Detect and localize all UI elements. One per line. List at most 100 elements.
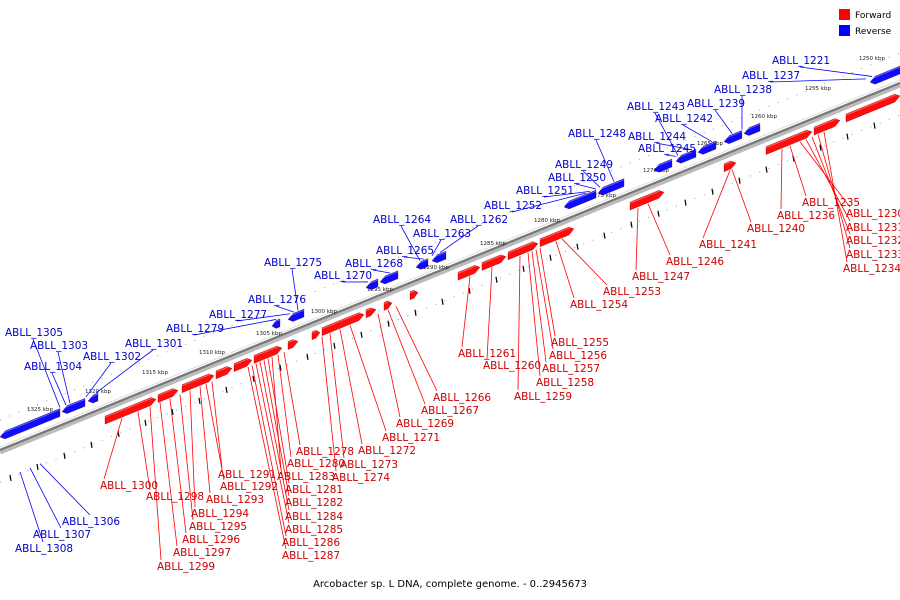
forward-gene-label[interactable]: ABLL_1269 (396, 418, 454, 430)
forward-gene-label[interactable]: ABLL_1257 (542, 363, 600, 375)
reverse-gene-label[interactable]: ABLL_1250 (548, 172, 606, 184)
forward-gene-label[interactable]: ABLL_1293 (206, 494, 264, 506)
forward-gene-label[interactable]: ABLL_1232 (846, 235, 900, 247)
reverse-gene-label[interactable]: ABLL_1238 (714, 84, 772, 96)
forward-gene-label[interactable]: ABLL_1295 (189, 521, 247, 533)
forward-gene-label[interactable]: ABLL_1234 (843, 263, 900, 275)
forward-gene-label[interactable]: ABLL_1298 (146, 491, 204, 503)
reverse-gene-label[interactable]: ABLL_1279 (166, 323, 224, 335)
forward-gene-label[interactable]: ABLL_1287 (282, 550, 340, 562)
reverse-gene-label[interactable]: ABLL_1303 (30, 340, 88, 352)
reverse-gene-label[interactable]: ABLL_1262 (450, 214, 508, 226)
forward-gene-label[interactable]: ABLL_1258 (536, 377, 594, 389)
reverse-gene-label[interactable]: ABLL_1270 (314, 270, 372, 282)
scale-tick-label: 1255 kbp (805, 86, 831, 92)
forward-gene-label[interactable]: ABLL_1272 (358, 445, 416, 457)
minor-tick (9, 474, 12, 482)
reverse-gene-label[interactable]: ABLL_1248 (568, 128, 626, 140)
forward-gene-label[interactable]: ABLL_1230 (846, 208, 900, 220)
reverse-gene-label[interactable]: ABLL_1304 (24, 361, 82, 373)
forward-gene-label[interactable]: ABLL_1261 (458, 348, 516, 360)
minor-tick (549, 254, 552, 261)
minor-tick (630, 221, 633, 228)
forward-gene-label[interactable]: ABLL_1241 (699, 239, 757, 251)
reverse-gene (743, 122, 761, 136)
reverse-gene-label[interactable]: ABLL_1275 (264, 257, 322, 269)
forward-leader-line (805, 139, 851, 222)
forward-gene-label[interactable]: ABLL_1292 (220, 481, 278, 493)
forward-gene-label[interactable]: ABLL_1285 (285, 524, 343, 536)
forward-gene-label[interactable]: ABLL_1253 (603, 286, 661, 298)
forward-gene-label[interactable]: ABLL_1284 (285, 511, 343, 523)
reverse-gene-label[interactable]: ABLL_1268 (345, 258, 403, 270)
reverse-gene-label[interactable]: ABLL_1277 (209, 309, 267, 321)
reverse-gene-label[interactable]: ABLL_1251 (516, 185, 574, 197)
reverse-gene-label[interactable]: ABLL_1244 (628, 131, 686, 143)
forward-gene-label[interactable]: ABLL_1256 (549, 350, 607, 362)
forward-gene-label[interactable]: ABLL_1266 (433, 392, 491, 404)
forward-gene-label[interactable]: ABLL_1236 (777, 210, 835, 222)
reverse-gene-label[interactable]: ABLL_1242 (655, 113, 713, 125)
reverse-gene-label[interactable]: ABLL_1308 (15, 543, 73, 555)
legend-forward-label: Forward (855, 11, 891, 21)
reverse-gene-label[interactable]: ABLL_1302 (83, 351, 141, 363)
forward-gene-label[interactable]: ABLL_1235 (802, 197, 860, 209)
forward-gene-label[interactable]: ABLL_1231 (846, 222, 900, 234)
forward-gene-label[interactable]: ABLL_1296 (182, 534, 240, 546)
forward-gene-label[interactable]: ABLL_1246 (666, 256, 724, 268)
forward-gene-label[interactable]: ABLL_1291 (218, 469, 276, 481)
forward-leader-line (561, 238, 608, 286)
forward-leader-line (486, 267, 493, 360)
forward-leader-line (255, 363, 290, 524)
forward-leader-line (263, 360, 290, 497)
forward-gene-label[interactable]: ABLL_1278 (296, 446, 354, 458)
forward-gene-label[interactable]: ABLL_1260 (483, 360, 541, 372)
reverse-gene-label[interactable]: ABLL_1263 (413, 228, 471, 240)
forward-gene-label[interactable]: ABLL_1297 (173, 547, 231, 559)
forward-leader-line (329, 333, 345, 459)
forward-gene (157, 386, 179, 403)
reverse-gene-label[interactable]: ABLL_1276 (248, 294, 306, 306)
forward-gene-label[interactable]: ABLL_1294 (191, 508, 249, 520)
forward-gene-label[interactable]: ABLL_1267 (421, 405, 479, 417)
reverse-leader-line (511, 192, 587, 213)
forward-gene-label[interactable]: ABLL_1299 (157, 561, 215, 573)
forward-gene-label[interactable]: ABLL_1233 (846, 249, 900, 261)
reverse-gene (271, 318, 281, 329)
reverse-gene-label[interactable]: ABLL_1265 (376, 245, 434, 257)
reverse-gene-label[interactable]: ABLL_1249 (555, 159, 613, 171)
forward-gene-label[interactable]: ABLL_1281 (285, 484, 343, 496)
forward-gene-label[interactable]: ABLL_1280 (287, 458, 345, 470)
reverse-gene-label[interactable]: ABLL_1305 (5, 327, 63, 339)
reverse-gene-label[interactable]: ABLL_1264 (373, 214, 431, 226)
forward-gene (287, 338, 299, 350)
forward-gene-label[interactable]: ABLL_1254 (570, 299, 628, 311)
forward-gene-label[interactable]: ABLL_1271 (382, 432, 440, 444)
forward-gene-label[interactable]: ABLL_1259 (514, 391, 572, 403)
reverse-gene-label[interactable]: ABLL_1252 (484, 200, 542, 212)
reverse-gene-label[interactable]: ABLL_1307 (33, 529, 91, 541)
forward-gene-label[interactable]: ABLL_1300 (100, 480, 158, 492)
reverse-gene-label[interactable]: ABLL_1301 (125, 338, 183, 350)
minor-tick (441, 298, 444, 305)
forward-gene-label[interactable]: ABLL_1255 (551, 337, 609, 349)
forward-gene-label[interactable]: ABLL_1240 (747, 223, 805, 235)
reverse-gene-label[interactable]: ABLL_1237 (742, 70, 800, 82)
reverse-gene-label[interactable]: ABLL_1306 (62, 516, 120, 528)
forward-gene-label[interactable]: ABLL_1273 (340, 459, 398, 471)
reverse-leader-line (291, 268, 299, 311)
forward-leader-line (339, 329, 363, 445)
reverse-leader-line (193, 319, 277, 336)
reverse-gene-label[interactable]: ABLL_1245 (638, 143, 696, 155)
forward-gene-label[interactable]: ABLL_1247 (632, 271, 690, 283)
forward-leader-line (179, 394, 194, 521)
forward-gene-label[interactable]: ABLL_1286 (282, 537, 340, 549)
reverse-gene-label[interactable]: ABLL_1243 (627, 101, 685, 113)
forward-gene-label[interactable]: ABLL_1283 (277, 471, 335, 483)
forward-gene-label[interactable]: ABLL_1274 (332, 472, 390, 484)
reverse-gene-label[interactable]: ABLL_1239 (687, 98, 745, 110)
forward-gene-label[interactable]: ABLL_1282 (285, 497, 343, 509)
reverse-gene-label[interactable]: ABLL_1221 (772, 55, 830, 67)
forward-leader-line (169, 398, 187, 534)
minor-tick (576, 243, 579, 250)
